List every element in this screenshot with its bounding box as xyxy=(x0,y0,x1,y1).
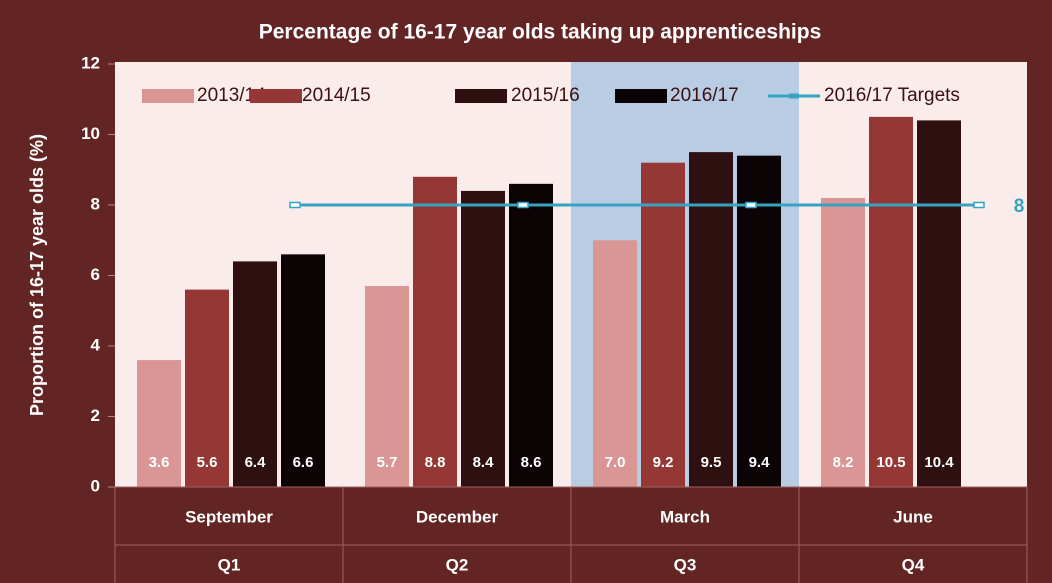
legend-swatch xyxy=(142,89,194,103)
target-marker xyxy=(745,201,757,209)
legend-swatch-marker xyxy=(789,93,799,99)
target-marker xyxy=(517,201,529,209)
bar xyxy=(233,261,277,487)
x-tick-label: September xyxy=(185,507,273,526)
value-label: 3.6 xyxy=(149,454,170,471)
y-tick-label: 6 xyxy=(91,265,100,284)
x-tick-label: March xyxy=(660,507,710,526)
legend-swatch xyxy=(615,89,667,103)
y-tick-label: 8 xyxy=(91,194,100,213)
y-axis-label: Proportion of 16-17 year olds (%) xyxy=(27,134,47,416)
y-tick-label: 12 xyxy=(81,53,100,72)
value-label: 6.6 xyxy=(293,454,314,471)
x-group-label: Q1 xyxy=(218,555,241,574)
value-label: 6.4 xyxy=(245,454,267,471)
value-label: 8.6 xyxy=(521,454,542,471)
bar xyxy=(137,360,181,487)
legend-label: 2016/17 xyxy=(670,85,739,106)
x-tick-label: June xyxy=(893,507,933,526)
bar xyxy=(641,162,685,487)
x-group-label: Q4 xyxy=(902,555,925,574)
x-group-label: Q3 xyxy=(674,555,697,574)
x-tick-label: December xyxy=(416,507,499,526)
value-label: 5.7 xyxy=(377,454,398,471)
target-marker xyxy=(289,201,301,209)
bar xyxy=(869,116,913,487)
legend-label: 2016/17 Targets xyxy=(824,85,960,106)
bar xyxy=(509,183,553,487)
bar xyxy=(737,155,781,487)
y-tick-label: 2 xyxy=(91,406,100,425)
bar xyxy=(461,190,505,487)
bar xyxy=(281,254,325,487)
value-label: 9.5 xyxy=(701,454,722,471)
legend-label: 2014/15 xyxy=(302,85,371,106)
legend-label: 2013/14 xyxy=(197,85,266,106)
bar xyxy=(593,240,637,487)
bar xyxy=(365,286,409,487)
chart-title: Percentage of 16-17 year olds taking up … xyxy=(259,21,822,44)
bar xyxy=(821,197,865,487)
legend-label: 2015/16 xyxy=(511,85,580,106)
x-group-label: Q2 xyxy=(446,555,469,574)
y-tick-label: 0 xyxy=(91,476,100,495)
value-label: 7.0 xyxy=(605,454,626,471)
value-label: 10.4 xyxy=(924,454,954,471)
value-label: 8.8 xyxy=(425,454,446,471)
bar xyxy=(917,120,961,488)
value-label: 5.6 xyxy=(197,454,218,471)
target-marker xyxy=(973,201,985,209)
value-label: 9.2 xyxy=(653,454,674,471)
value-label: 8.4 xyxy=(473,454,495,471)
legend-swatch xyxy=(455,89,507,103)
bar xyxy=(689,152,733,487)
bar xyxy=(413,176,457,488)
data-label: 8 xyxy=(1014,196,1025,217)
bar xyxy=(185,289,229,487)
y-tick-label: 4 xyxy=(91,335,101,354)
value-label: 10.5 xyxy=(876,454,905,471)
legend-swatch xyxy=(250,89,302,103)
value-label: 8.2 xyxy=(833,454,854,471)
y-tick-label: 10 xyxy=(81,124,100,143)
value-label: 9.4 xyxy=(749,454,771,471)
